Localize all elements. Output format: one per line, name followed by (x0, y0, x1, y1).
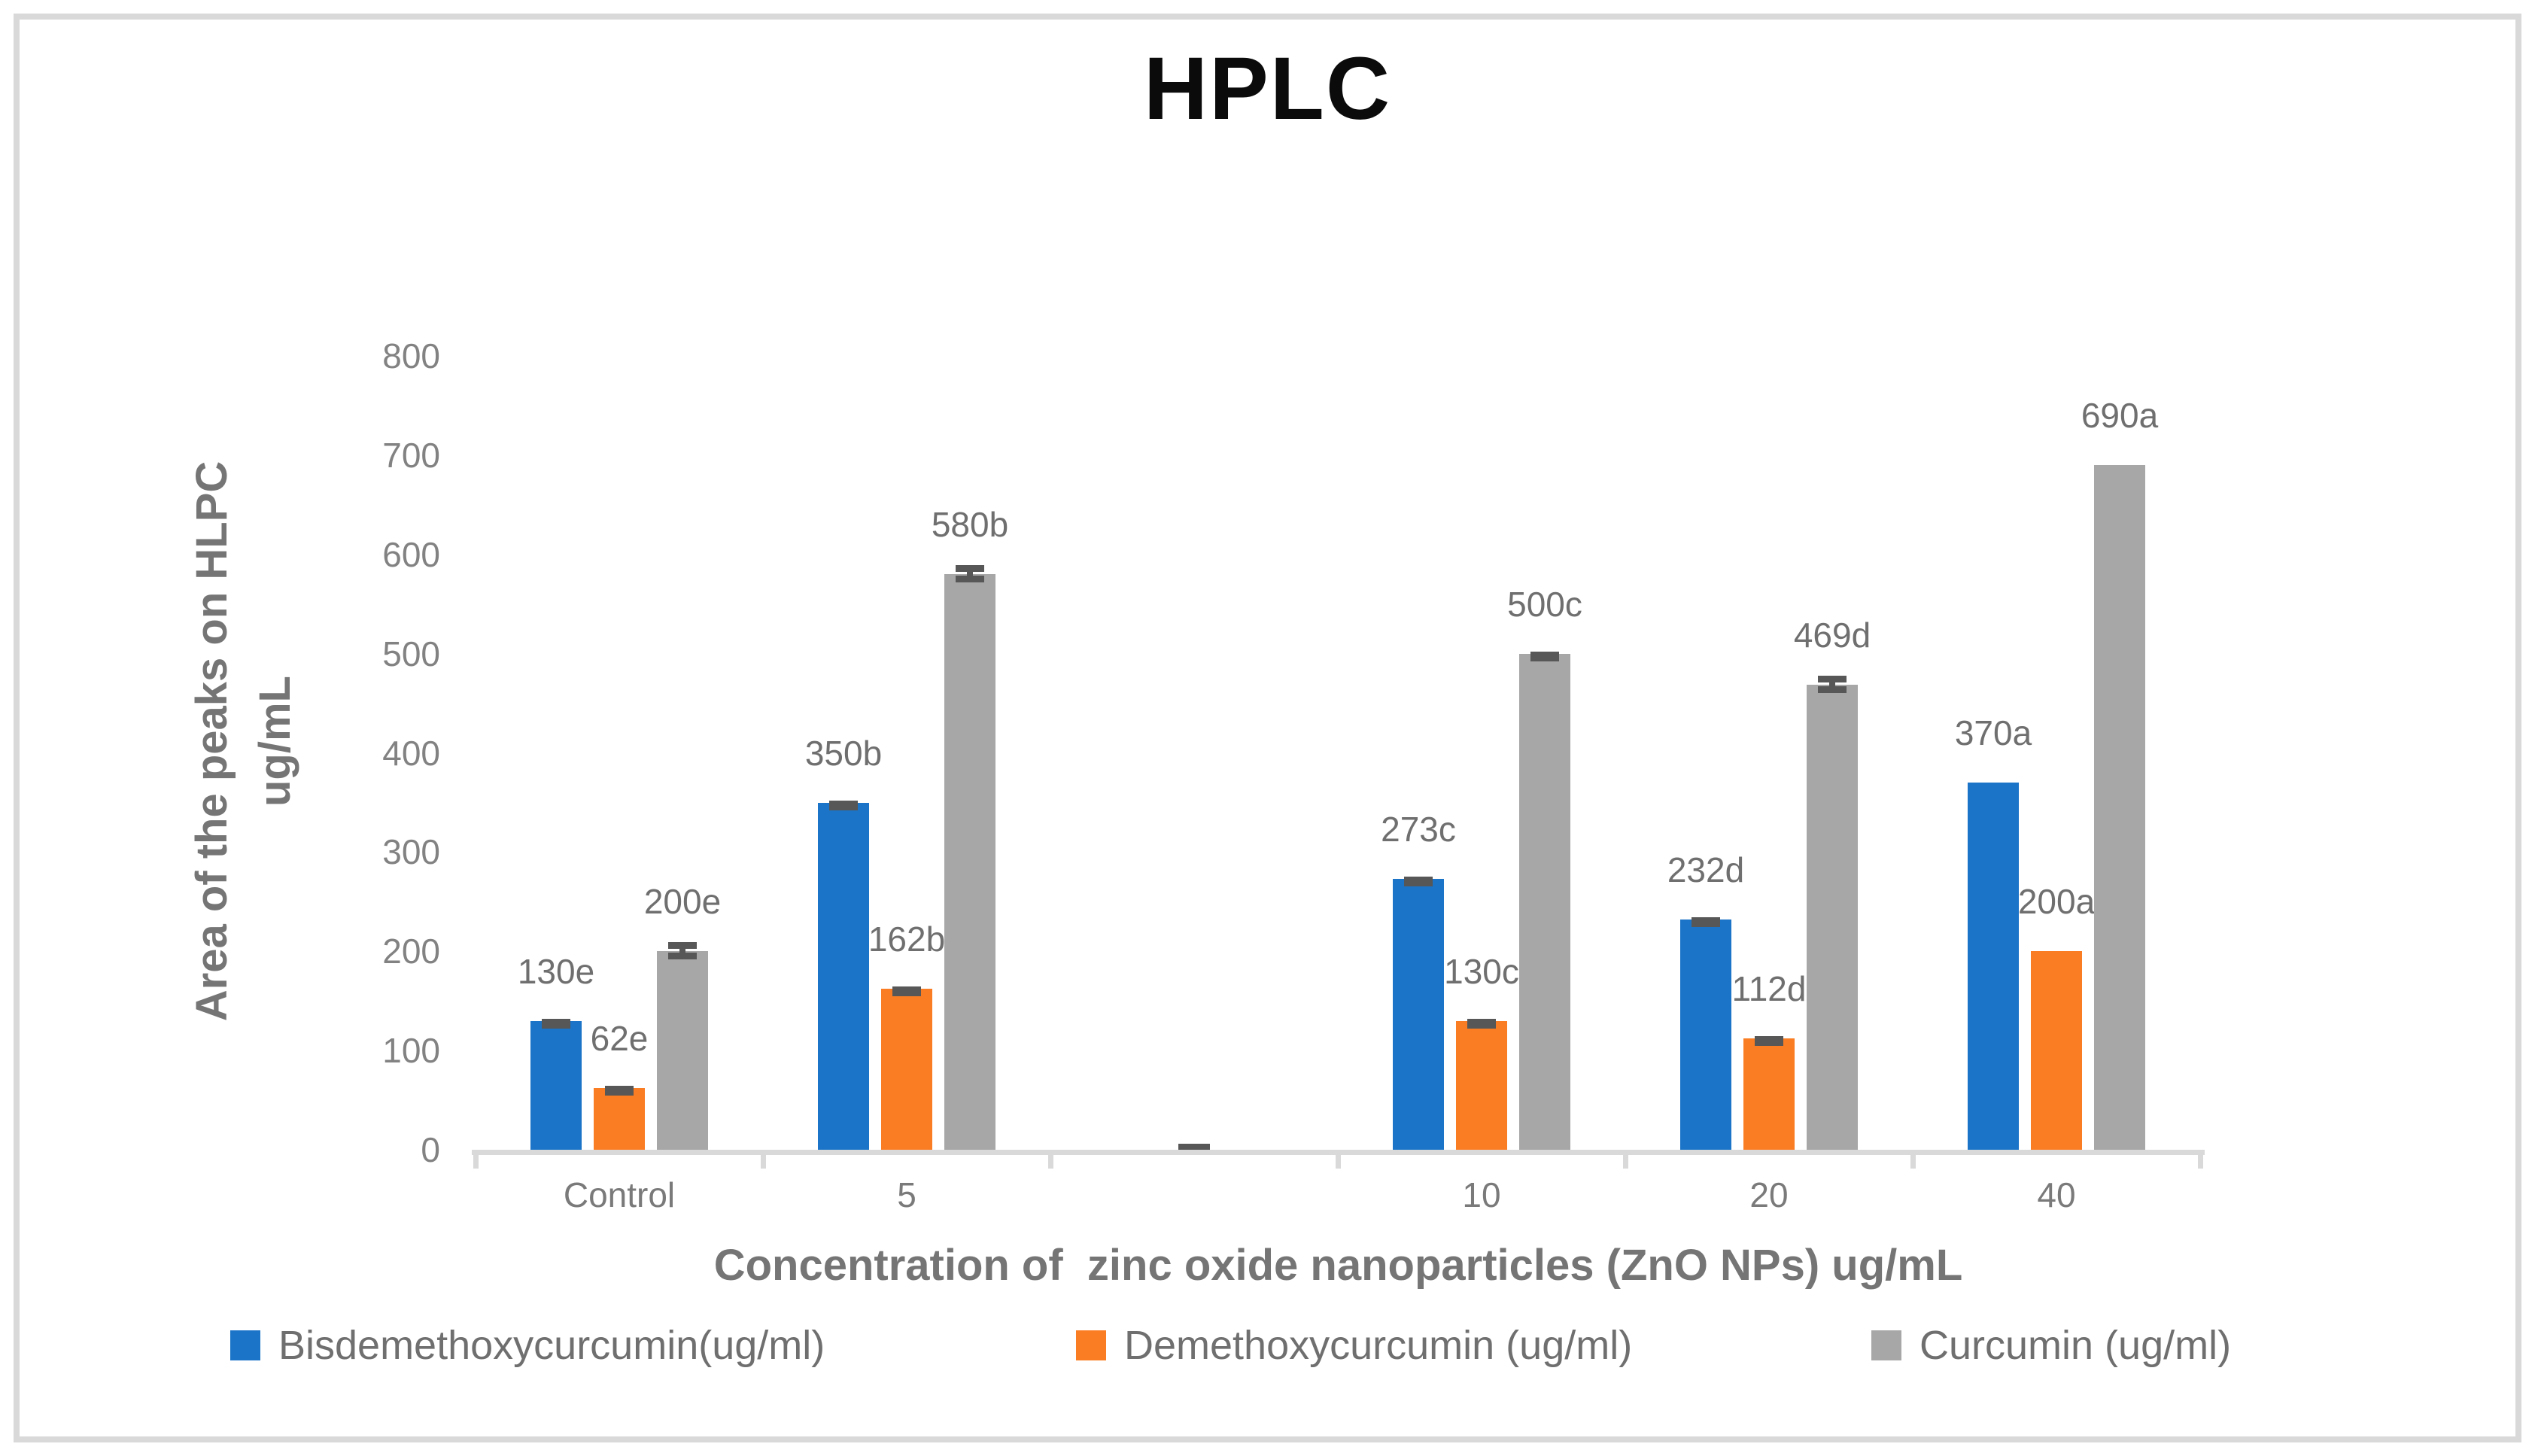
bar-value-label: 580b (931, 505, 1009, 545)
x-category-label: 10 (1462, 1175, 1501, 1214)
legend-label: Bisdemethoxycurcumin(ug/ml) (278, 1323, 825, 1368)
bar-value-label: 162b (868, 919, 946, 959)
bar (657, 951, 708, 1150)
near-zero-mark (1178, 1144, 1210, 1150)
bar-value-label: 500c (1507, 584, 1582, 624)
bar (818, 802, 869, 1150)
legend-item: Bisdemethoxycurcumin(ug/ml) (230, 1318, 825, 1372)
bar (2031, 951, 2082, 1150)
bar-value-label: 112d (1731, 969, 1807, 1009)
bar (1393, 879, 1444, 1150)
x-axis-tick-mark (1623, 1150, 1628, 1169)
x-category-label: Control (563, 1175, 676, 1214)
x-axis-title: Concentration of zinc oxide nanoparticle… (713, 1241, 1963, 1290)
bar-value-label: 273c (1381, 810, 1456, 850)
error-bar (1467, 1018, 1496, 1029)
x-axis-tick-mark (1336, 1150, 1341, 1169)
bar-value-label: 370a (1954, 713, 2032, 753)
error-bar (892, 986, 921, 997)
x-category-label: 40 (2037, 1175, 2076, 1214)
legend: Bisdemethoxycurcumin(ug/ml) Demethoxycurc… (0, 1318, 2535, 1378)
error-bar (1829, 675, 1835, 693)
error-bar (956, 576, 984, 583)
y-tick-label: 800 (382, 336, 440, 376)
bar-value-label: 130e (517, 951, 595, 991)
y-tick-label: 0 (421, 1130, 440, 1169)
error-bar (542, 1018, 570, 1029)
bar (1680, 919, 1731, 1150)
bar (881, 989, 932, 1150)
x-axis-tick-mark (473, 1150, 479, 1169)
y-tick-label: 200 (382, 932, 440, 971)
y-tick-label: 500 (382, 634, 440, 673)
error-bar (1404, 877, 1433, 887)
legend-swatch (1076, 1330, 1106, 1360)
bar-value-label: 62e (590, 1019, 649, 1059)
legend-item: Curcumin (ug/ml) (1871, 1318, 2231, 1372)
bar-value-label: 200a (2017, 882, 2096, 922)
x-axis-tick-mark (1910, 1150, 1916, 1169)
error-bar (956, 565, 984, 573)
bar (2094, 465, 2145, 1150)
error-bar (1818, 685, 1847, 693)
bar (1456, 1020, 1507, 1150)
bar (530, 1020, 582, 1150)
error-bar (1692, 917, 1720, 928)
bar (944, 574, 995, 1150)
y-tick-label: 300 (382, 832, 440, 872)
y-tick-label: 400 (382, 733, 440, 773)
bar (1519, 653, 1570, 1150)
legend-label: Demethoxycurcumin (ug/ml) (1124, 1323, 1633, 1368)
error-bar (668, 953, 697, 960)
x-category-label: 20 (1749, 1175, 1789, 1214)
bar-value-label: 130c (1444, 951, 1519, 991)
y-tick-label: 600 (382, 534, 440, 574)
y-tick-label: 700 (382, 436, 440, 476)
bar-value-label: 690a (2081, 396, 2159, 436)
bar-value-label: 232d (1667, 850, 1745, 890)
legend-item: Demethoxycurcumin (ug/ml) (1076, 1318, 1632, 1372)
error-bar (1755, 1036, 1783, 1047)
bar-value-label: 200e (643, 882, 722, 922)
error-bar (967, 565, 973, 583)
bar (1743, 1038, 1795, 1150)
bar (1807, 684, 1858, 1150)
legend-label: Curcumin (ug/ml) (1919, 1323, 2232, 1368)
y-tick-label: 100 (382, 1031, 440, 1071)
legend-swatch (230, 1330, 260, 1360)
bar-value-label: 469d (1793, 615, 1871, 655)
bar (594, 1088, 645, 1150)
x-category-label: 5 (897, 1175, 916, 1214)
error-bar (668, 942, 697, 950)
x-axis-tick-mark (761, 1150, 766, 1169)
error-bar (679, 942, 685, 960)
legend-swatch (1871, 1330, 1901, 1360)
bar (1968, 783, 2019, 1150)
error-bar (829, 800, 858, 810)
x-axis-tick-mark (1048, 1150, 1053, 1169)
error-bar (605, 1086, 634, 1096)
x-axis-tick-mark (2198, 1150, 2203, 1169)
error-bar (1530, 651, 1559, 661)
bar-value-label: 350b (804, 733, 883, 773)
chart-title: HPLC (1143, 39, 1392, 138)
error-bar (1818, 675, 1847, 682)
